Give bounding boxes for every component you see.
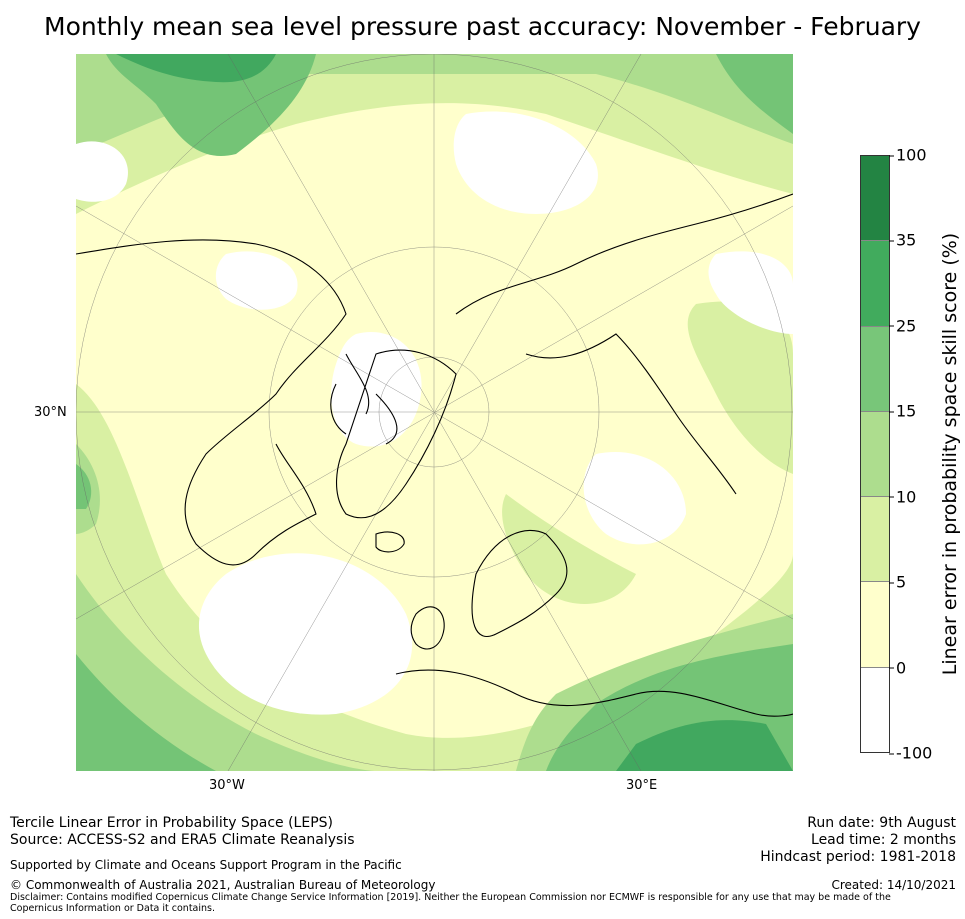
lon-label-30e: 30°E	[626, 778, 658, 793]
iceland-coast	[375, 531, 405, 553]
chart-title: Monthly mean sea level pressure past acc…	[44, 12, 921, 41]
colorbar-segment	[861, 582, 889, 668]
skill-zone-light	[76, 574, 376, 771]
colorbar-segment	[861, 411, 889, 498]
skill-zone-white	[583, 452, 686, 545]
lat-label-30n: 30°N	[34, 405, 67, 420]
created-date: Created: 14/10/2021	[831, 878, 956, 892]
skill-zone-dark	[616, 720, 793, 771]
colorbar-tick-label: 10	[888, 487, 917, 507]
skill-zone-dark	[116, 54, 276, 83]
footer-copyright: © Commonwealth of Australia 2021, Austra…	[10, 878, 436, 892]
colorbar-segment	[861, 667, 889, 752]
hindcast-period: Hindcast period: 1981-2018	[760, 849, 956, 865]
north-america-coast	[76, 239, 347, 566]
british-isles-coast	[410, 606, 445, 650]
canadian-archipelago	[330, 353, 398, 445]
footer-method: Tercile Linear Error in Probability Spac…	[10, 815, 333, 831]
colorbar-segment	[861, 156, 889, 242]
greenland-coast	[335, 349, 457, 519]
skill-zone-white	[198, 553, 413, 715]
footer-disclaimer: Disclaimer: Contains modified Copernicus…	[10, 892, 891, 914]
map-canvas	[76, 54, 793, 771]
skill-zone-white	[331, 332, 422, 447]
scandinavia-coast	[471, 529, 568, 637]
footer-supported: Supported by Climate and Oceans Support …	[10, 858, 402, 872]
colorbar-tick-label: 100	[889, 145, 927, 165]
colorbar-tick-label: 5	[888, 572, 907, 592]
colorbar-label: Linear error in probability space skill …	[939, 232, 961, 676]
colorbar-tick-label: 25	[888, 316, 917, 336]
footer-source: Source: ACCESS-S2 and ERA5 Climate Reana…	[10, 832, 355, 848]
lon-label-30w: 30°W	[209, 778, 245, 793]
colorbar-segment	[861, 326, 889, 412]
skill-zone-pale	[687, 301, 793, 474]
lead-time: Lead time: 2 months	[811, 832, 956, 848]
colorbar-segment	[861, 241, 889, 327]
skill-zone-mid	[76, 654, 216, 771]
colorbar-tick-label: 35	[888, 230, 917, 250]
colorbar-tick-label: 0	[888, 658, 907, 678]
run-date: Run date: 9th August	[807, 815, 956, 831]
skill-zone-white	[453, 111, 598, 214]
polar-map	[76, 54, 793, 771]
europe-coast	[395, 669, 793, 717]
colorbar-tick-label: -100	[888, 743, 933, 763]
skill-zone-pale	[502, 494, 636, 604]
eurasia-coast	[455, 193, 793, 495]
skill-zone-mid	[716, 54, 793, 134]
skill-zone-white	[708, 251, 793, 334]
skill-zone-mid	[106, 54, 316, 156]
graticule	[76, 54, 793, 771]
colorbar	[860, 155, 890, 753]
skill-zone-white	[76, 141, 128, 202]
coastlines	[76, 193, 793, 717]
colorbar-segment	[861, 497, 889, 583]
skill-zone-white	[215, 251, 298, 310]
colorbar-tick-label: 15	[888, 401, 917, 421]
